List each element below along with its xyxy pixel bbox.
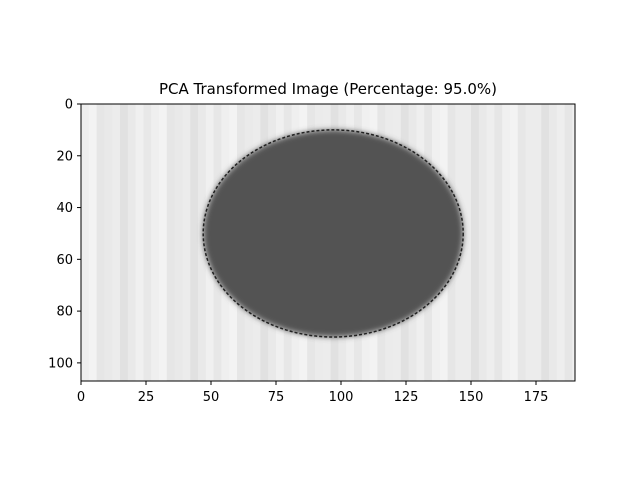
image-stripe bbox=[81, 104, 90, 381]
x-axis: 0 25 50 75 100 125 150 175 bbox=[77, 381, 549, 405]
image-stripe bbox=[166, 104, 176, 381]
y-tick-label: 40 bbox=[56, 201, 73, 216]
image-stripe bbox=[182, 104, 191, 381]
x-tick-label: 150 bbox=[459, 390, 484, 405]
image-stripe bbox=[120, 104, 129, 381]
image-stripe bbox=[96, 104, 105, 381]
chart-title: PCA Transformed Image (Percentage: 95.0%… bbox=[159, 80, 497, 98]
x-tick-label: 0 bbox=[77, 390, 85, 405]
image-stripe bbox=[533, 104, 542, 381]
image-stripe bbox=[127, 104, 137, 381]
image-stripe bbox=[541, 104, 550, 381]
y-tick-label: 20 bbox=[56, 149, 73, 164]
y-tick-label: 60 bbox=[56, 253, 73, 268]
image-stripe bbox=[525, 104, 534, 381]
plot-frame bbox=[80, 103, 576, 382]
image-stripe bbox=[143, 104, 152, 381]
image-stripe bbox=[112, 104, 121, 381]
image-stripe bbox=[88, 104, 98, 381]
image-stripe bbox=[174, 104, 183, 381]
x-tick-label: 175 bbox=[524, 390, 549, 405]
image-stripe bbox=[517, 104, 527, 381]
x-tick-label: 25 bbox=[138, 390, 155, 405]
y-tick-label: 0 bbox=[65, 98, 73, 113]
plot-area bbox=[80, 103, 576, 382]
image-stripe bbox=[471, 104, 480, 381]
image-stripe bbox=[549, 104, 558, 381]
image-stripe bbox=[151, 104, 160, 381]
x-tick-label: 50 bbox=[203, 390, 220, 405]
image-dark-region bbox=[203, 129, 464, 337]
y-tick-label: 80 bbox=[56, 305, 73, 320]
image-stripe bbox=[478, 104, 488, 381]
image-stripe bbox=[463, 104, 472, 381]
image-stripe bbox=[159, 104, 168, 381]
image-region-edge bbox=[202, 129, 464, 338]
x-tick-label: 100 bbox=[329, 390, 354, 405]
image-stripe bbox=[572, 104, 575, 381]
image-stripe bbox=[198, 104, 207, 381]
x-tick-label: 75 bbox=[268, 390, 285, 405]
image-stripe bbox=[486, 104, 495, 381]
image-stripe bbox=[502, 104, 511, 381]
image-stripe bbox=[190, 104, 199, 381]
image-stripe bbox=[135, 104, 144, 381]
image-stripe bbox=[510, 104, 519, 381]
image-stripe bbox=[104, 104, 113, 381]
y-tick-label: 100 bbox=[48, 356, 73, 371]
x-tick-label: 125 bbox=[394, 390, 419, 405]
y-axis: 0 20 40 60 80 100 bbox=[48, 98, 81, 371]
image-stripe bbox=[494, 104, 503, 381]
image-stripe bbox=[556, 104, 566, 381]
image-stripe bbox=[564, 104, 573, 381]
